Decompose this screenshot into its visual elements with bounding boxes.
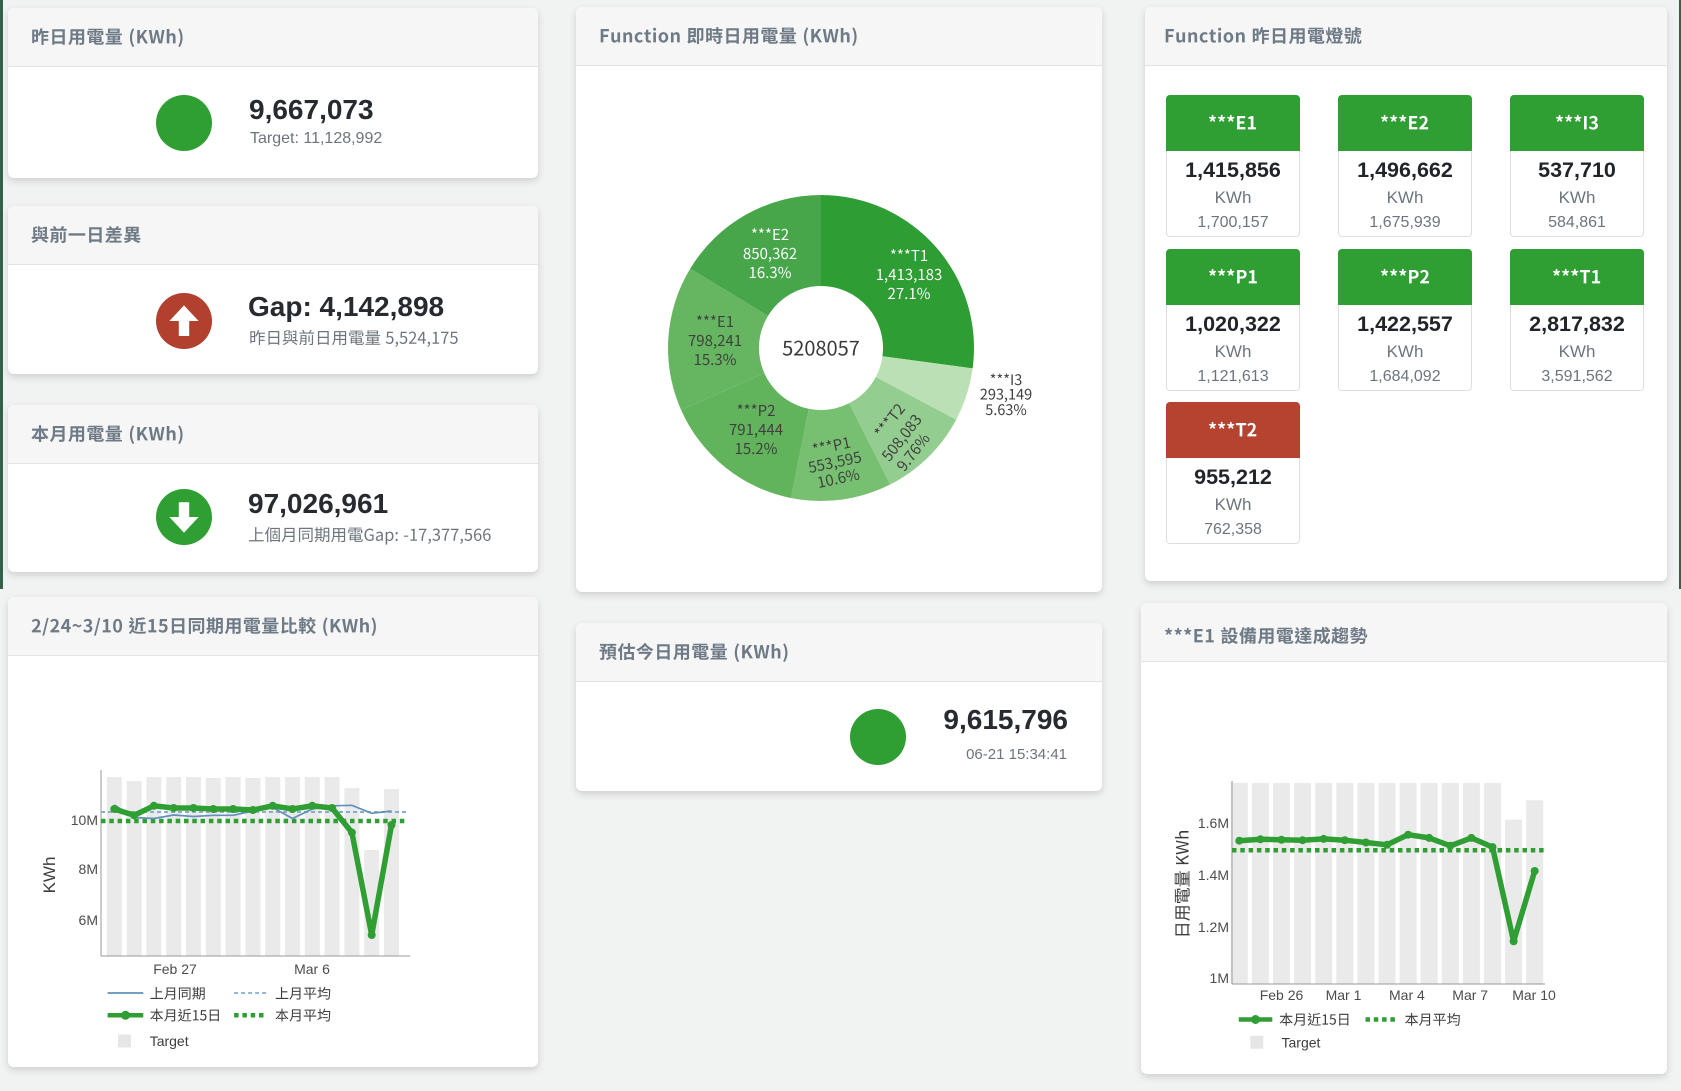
svg-text:8M: 8M	[79, 861, 98, 877]
svg-text:10M: 10M	[71, 812, 98, 828]
svg-text:Mar 1: Mar 1	[1326, 987, 1362, 1003]
svg-text:Mar 6: Mar 6	[294, 961, 330, 977]
svg-text:1.6M: 1.6M	[1198, 815, 1229, 831]
svg-text:Mar 4: Mar 4	[1389, 987, 1425, 1003]
svg-text:Mar 10: Mar 10	[1512, 987, 1556, 1003]
svg-text:Feb 27: Feb 27	[153, 961, 197, 977]
svg-text:1M: 1M	[1210, 970, 1229, 986]
svg-text:6M: 6M	[79, 912, 98, 928]
svg-text:Mar 7: Mar 7	[1452, 987, 1488, 1003]
svg-text:Feb 26: Feb 26	[1260, 987, 1304, 1003]
svg-text:1.2M: 1.2M	[1198, 919, 1229, 935]
svg-text:KWh: KWh	[40, 857, 59, 894]
svg-text:Target: Target	[1282, 1034, 1321, 1050]
svg-text:1.4M: 1.4M	[1198, 867, 1229, 883]
svg-text:Target: Target	[150, 1033, 189, 1049]
